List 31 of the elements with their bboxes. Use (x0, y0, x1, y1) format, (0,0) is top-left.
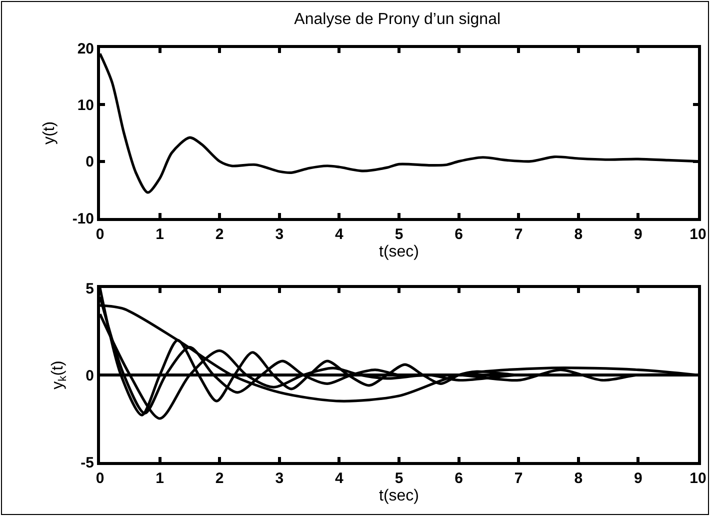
x-tick-label: 1 (156, 470, 164, 487)
y-tick-label: 20 (77, 40, 94, 58)
y-tick-label: -5 (80, 454, 94, 472)
x-tick-label: 5 (394, 226, 404, 243)
x-tick-label: 4 (335, 226, 344, 243)
y-tick-label: 10 (77, 96, 94, 114)
x-tick-label: 9 (634, 226, 642, 243)
x-tick-label: 7 (514, 470, 523, 487)
y-tick-label: 0 (86, 154, 94, 171)
x-tick-label: 3 (275, 226, 284, 243)
x-tick-label: 1 (156, 226, 164, 243)
x-tick-label: 3 (275, 470, 284, 487)
x-tick-label: 2 (215, 226, 224, 243)
x-tick-label: 4 (335, 470, 344, 487)
x-tick-label: 10 (690, 470, 706, 487)
x-tick-label: 8 (574, 226, 583, 243)
x-axis-title: t(sec) (379, 488, 419, 505)
x-tick-label: 10 (690, 226, 706, 243)
x-tick-label: 9 (634, 470, 642, 487)
y-axis-title: y(t) (41, 121, 58, 145)
x-tick-label: 5 (394, 470, 404, 487)
x-tick-label: 2 (215, 470, 224, 487)
chart-title: Analyse de Prony d’un signal (294, 10, 501, 28)
y-tick-label: 5 (86, 280, 94, 298)
x-tick-label: 7 (514, 226, 523, 243)
x-tick-label: 6 (454, 226, 463, 243)
y-tick-label: -10 (72, 210, 94, 228)
x-axis-title: t(sec) (379, 244, 419, 261)
y-tick-label: 0 (86, 367, 94, 384)
x-tick-label: 6 (454, 470, 463, 487)
x-tick-label: 8 (574, 470, 583, 487)
